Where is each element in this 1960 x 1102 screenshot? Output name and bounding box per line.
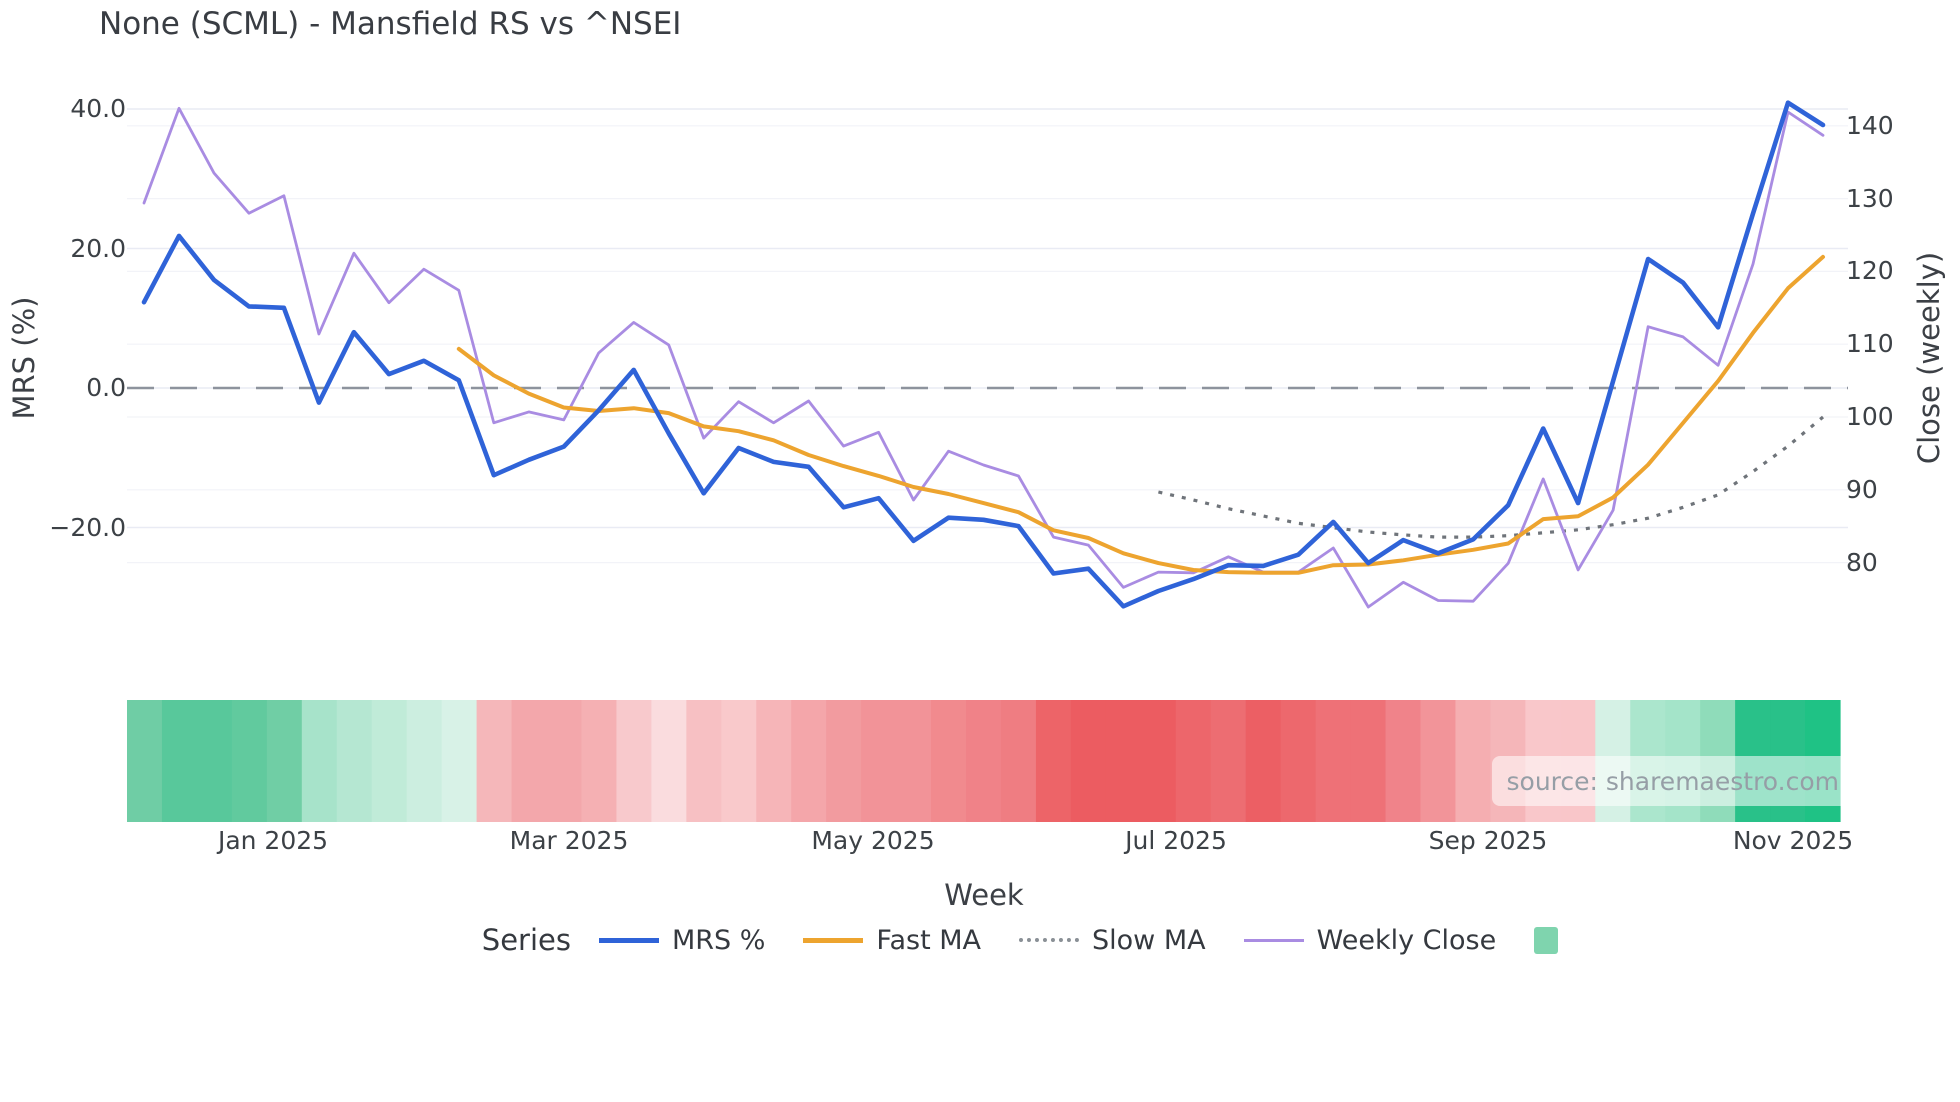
heatmap-cell — [1035, 700, 1072, 822]
series-line-weekly-close — [142, 106, 1825, 609]
right-tick-label: 120 — [1846, 256, 1894, 286]
legend-item-slow-ma: Slow MA — [1019, 925, 1206, 956]
heatmap-cell — [1105, 700, 1142, 822]
legend-label: Fast MA — [876, 924, 982, 956]
legend-label: Slow MA — [1092, 924, 1206, 956]
legend-label: MRS % — [671, 924, 766, 956]
heatmap-cell — [1000, 700, 1037, 822]
heatmap-cell — [196, 700, 233, 822]
right-tick-label: 140 — [1846, 110, 1894, 140]
legend-item-fast-ma: Fast MA — [803, 925, 981, 956]
right-tick-label: 130 — [1846, 183, 1894, 213]
legend-title: Series — [481, 923, 571, 957]
x-tick-label: Nov 2025 — [1732, 826, 1854, 855]
heatmap-cell — [1280, 700, 1317, 822]
heatmap-cell — [1455, 700, 1492, 822]
heatmap-cell — [336, 700, 373, 822]
heatmap-cell — [266, 700, 303, 822]
legend-heatmap-swatch — [1534, 926, 1559, 954]
legend-item-weekly-close: Weekly Close — [1243, 924, 1497, 956]
x-tick-label: Mar 2025 — [509, 826, 629, 855]
left-tick-label: 0.0 — [86, 373, 126, 402]
x-tick-label: Sep 2025 — [1428, 826, 1548, 855]
heatmap-cell — [581, 700, 618, 822]
series-line-mrs- — [141, 100, 1826, 609]
heatmap-cell — [441, 700, 478, 822]
heatmap-cell — [721, 700, 757, 822]
x-tick-label: Jan 2025 — [217, 826, 329, 855]
heatmap-cell — [896, 700, 932, 822]
x-tick-label: May 2025 — [811, 826, 935, 855]
heatmap-cell — [1210, 700, 1247, 822]
legend-line-swatch — [803, 937, 864, 943]
legend-line-swatch — [598, 937, 659, 943]
heatmap-cell — [1175, 700, 1212, 822]
x-tick-label: Jul 2025 — [1125, 826, 1227, 855]
left-tick-label: 20.0 — [70, 233, 126, 263]
legend-line-swatch — [1019, 938, 1080, 942]
x-axis-title: Week — [944, 878, 1024, 912]
heatmap-cell — [966, 700, 1002, 822]
right-axis-ticks: 140 130 120 110 100 90 80 — [1846, 0, 1956, 700]
heatmap-cell — [861, 700, 897, 822]
legend-label: Weekly Close — [1316, 924, 1497, 956]
heatmap-cell — [546, 700, 583, 822]
heatmap-cell — [406, 700, 443, 822]
heatmap-cell — [161, 700, 198, 822]
right-tick-label: 90 — [1846, 474, 1878, 504]
right-tick-label: 100 — [1846, 402, 1894, 431]
legend: Series MRS % Fast MA Slow MA Weekly Close — [80, 916, 1960, 964]
series-line-fast-ma — [456, 254, 1825, 575]
right-tick-label: 80 — [1846, 547, 1878, 577]
heatmap-cell — [791, 700, 827, 822]
heatmap-cell — [756, 700, 792, 822]
heatmap-cell — [1420, 700, 1457, 822]
heatmap-cell — [476, 700, 513, 822]
left-tick-label: −20.0 — [49, 512, 126, 542]
legend-item-mrs-: MRS % — [598, 924, 766, 956]
left-tick-label: 40.0 — [70, 94, 126, 123]
heatmap-cell — [371, 700, 408, 822]
legend-line-swatch — [1243, 938, 1304, 942]
heatmap-cell — [1245, 700, 1282, 822]
heatmap-cell — [651, 700, 687, 822]
heatmap-cell — [1140, 700, 1177, 822]
heatmap-cell — [1315, 700, 1352, 822]
heatmap-cell — [231, 700, 268, 822]
left-axis-ticks: 40.0 20.0 0.0 −20.0 — [0, 0, 126, 700]
heatmap-cell — [1070, 700, 1107, 822]
series-line-slow-ma — [1158, 415, 1825, 539]
heatmap-cell — [686, 700, 722, 822]
heatmap-cell — [1385, 700, 1422, 822]
heatmap-cell — [301, 700, 338, 822]
chart-title: None (SCML) - Mansfield RS vs ^NSEI — [99, 6, 682, 42]
heatmap-cell — [931, 700, 967, 822]
heatmap-cell — [1350, 700, 1387, 822]
heatmap-cell — [511, 700, 548, 822]
source-annotation: source: sharemaestro.com — [1491, 756, 1854, 806]
heatmap-cell — [616, 700, 652, 822]
heatmap-cell — [127, 700, 163, 822]
source-text: source: sharemaestro.com — [1506, 766, 1840, 796]
heatmap-cell — [826, 700, 862, 822]
right-tick-label: 110 — [1846, 329, 1894, 359]
